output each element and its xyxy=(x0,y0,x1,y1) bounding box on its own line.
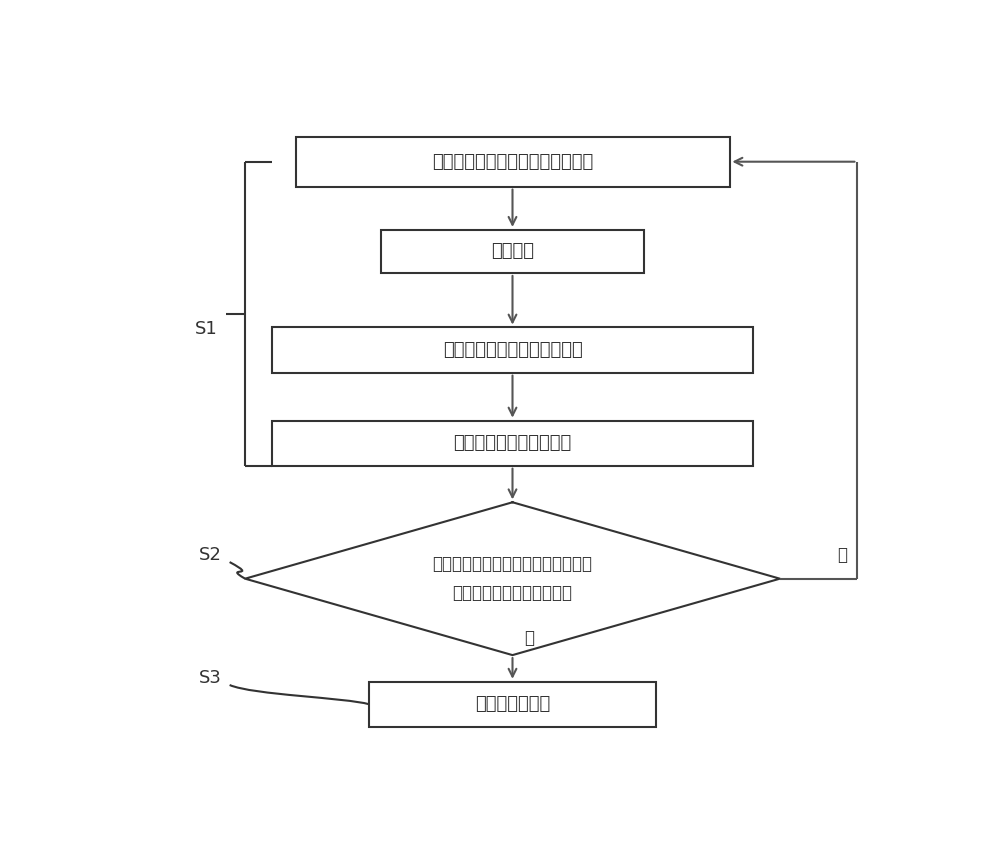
Bar xyxy=(381,230,644,273)
Text: 控制家电开或关: 控制家电开或关 xyxy=(475,696,550,714)
Bar xyxy=(272,327,753,373)
Text: S1: S1 xyxy=(195,320,218,338)
Text: 信号放大: 信号放大 xyxy=(491,243,534,261)
Bar xyxy=(296,137,730,186)
Bar xyxy=(272,420,753,466)
Text: 模拟电信号转换为数字电信号: 模拟电信号转换为数字电信号 xyxy=(443,341,582,359)
Text: 否: 否 xyxy=(837,546,847,564)
Text: 析判断是否为手指敲击门体: 析判断是否为手指敲击门体 xyxy=(452,584,572,602)
Text: S3: S3 xyxy=(199,670,222,687)
Text: 是: 是 xyxy=(524,629,534,647)
Text: S2: S2 xyxy=(199,546,222,564)
Bar xyxy=(369,682,656,727)
Text: 通过频谱分析和特征识别等算法，分: 通过频谱分析和特征识别等算法，分 xyxy=(432,555,592,573)
Text: 采集声音信号，转换为模拟电信号: 采集声音信号，转换为模拟电信号 xyxy=(432,153,593,171)
Text: 时域信号转换为频域信号: 时域信号转换为频域信号 xyxy=(453,434,572,452)
